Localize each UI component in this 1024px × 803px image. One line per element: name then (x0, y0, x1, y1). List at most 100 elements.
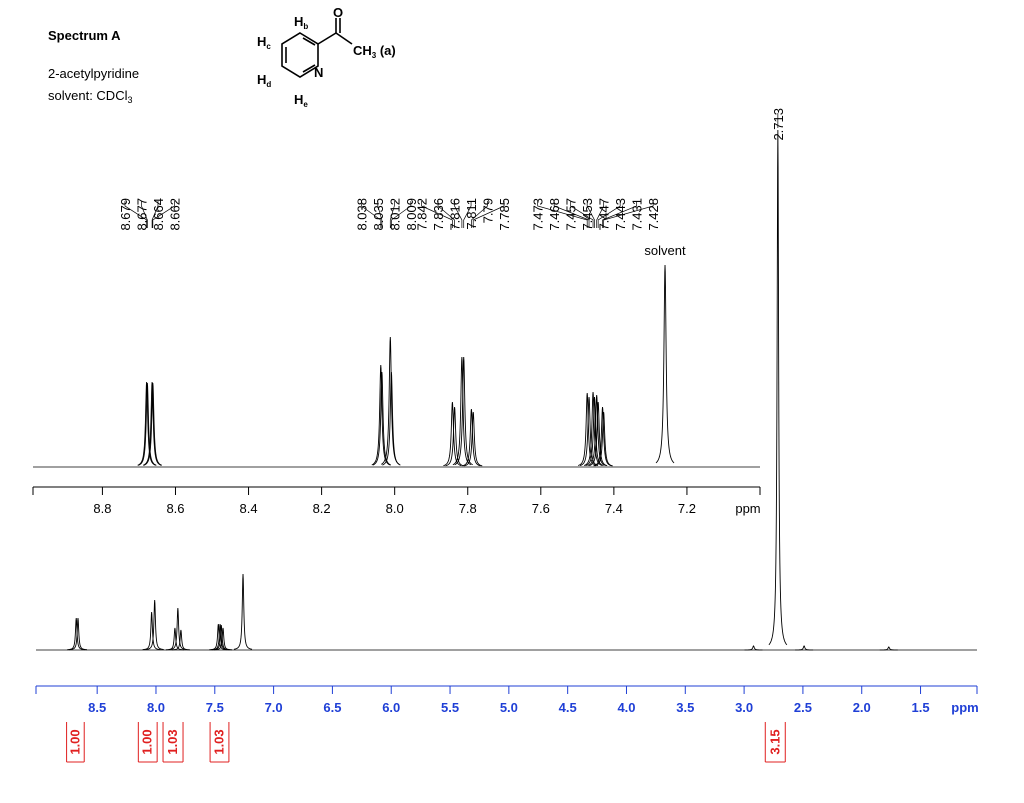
leader (597, 201, 621, 228)
integral-bracket (764, 722, 786, 763)
peak (795, 645, 814, 651)
peak (443, 401, 462, 467)
leader (151, 201, 159, 228)
peak-label: 8.664 (151, 198, 166, 231)
peak (464, 411, 483, 467)
x-tick-label: 7.5 (206, 700, 224, 715)
pyridine-ring (281, 32, 319, 78)
leader (141, 201, 148, 228)
peak (587, 394, 606, 466)
x-tick-label: 3.0 (735, 700, 753, 715)
x-tick-label: 5.5 (441, 700, 459, 715)
peak-label: 7.842 (415, 198, 430, 231)
leader (570, 201, 594, 228)
x-tick-label: 2.5 (794, 700, 812, 715)
bond (302, 37, 316, 46)
h-e: He (294, 92, 308, 109)
leader (421, 201, 453, 228)
peak-label: 7.79 (481, 198, 496, 223)
compound: 2-acetylpyridine (48, 66, 139, 81)
peak-label: 7.468 (547, 198, 562, 231)
leader (454, 201, 463, 228)
leader (152, 201, 175, 228)
peak (382, 371, 401, 466)
integral-bracket (137, 722, 158, 763)
x-tick-label: 8.2 (313, 501, 331, 516)
structure (281, 18, 353, 78)
peak-label: 8.679 (118, 198, 133, 231)
peak (171, 629, 190, 651)
peak-label: 7.457 (564, 198, 579, 231)
leader (586, 201, 595, 228)
peak (138, 382, 157, 466)
peak (168, 607, 187, 651)
peak (768, 129, 788, 646)
peak (744, 645, 763, 651)
peak (578, 392, 597, 466)
leader (471, 201, 488, 228)
peak (137, 381, 156, 466)
x-tick-label: 3.5 (676, 700, 694, 715)
leader (437, 201, 455, 228)
peak-label: 8.677 (134, 198, 149, 231)
peak-label: 7.836 (431, 198, 446, 231)
peak (585, 396, 604, 466)
x-tick-label: 8.4 (240, 501, 258, 516)
bond (302, 64, 316, 73)
peak (145, 599, 164, 650)
peak-label: 8.035 (371, 198, 386, 231)
peak-label: 7.816 (448, 198, 463, 231)
h-c: Hc (257, 34, 271, 51)
peak-label: 7.785 (497, 198, 512, 231)
annotation: solvent (644, 243, 686, 258)
integral-bracket (209, 722, 230, 763)
x-tick-label: 2.0 (853, 700, 871, 715)
leader (463, 201, 472, 228)
peak-label: 8.012 (387, 198, 402, 231)
x-tick-label: 4.5 (559, 700, 577, 715)
peak (445, 406, 464, 467)
leader (377, 201, 383, 228)
peak (594, 411, 613, 467)
peak-label: 7.811 (464, 198, 479, 230)
integral-label: 1.00 (140, 729, 155, 754)
x-tick-label: 7.0 (265, 700, 283, 715)
x-tick-label: 6.0 (382, 700, 400, 715)
peak-label: 2.713 (771, 108, 786, 141)
h-d: Hd (257, 72, 271, 89)
bond (335, 32, 353, 45)
peak-label: 8.038 (354, 198, 369, 231)
peak (452, 356, 472, 466)
peak (589, 401, 608, 467)
leader (553, 201, 590, 228)
leader (596, 201, 605, 228)
integral-bracket (162, 722, 184, 763)
integral-label: 1.03 (165, 729, 180, 754)
x-tick-label: 8.0 (386, 501, 404, 516)
x-tick-label: 7.2 (678, 501, 696, 516)
x-tick-label: 4.0 (617, 700, 635, 715)
x-axis-label: ppm (951, 700, 978, 715)
peak-label: 7.447 (597, 198, 612, 231)
peak-label: 8.662 (167, 198, 182, 231)
integral-label: 3.15 (767, 729, 782, 754)
x-tick-label: 7.4 (605, 501, 623, 516)
integral-label: 1.03 (211, 729, 226, 754)
x-tick-label: 1.5 (912, 700, 930, 715)
peak (143, 382, 162, 466)
x-tick-label: 8.0 (147, 700, 165, 715)
methyl: CH3 (a) (353, 43, 396, 60)
integral-label: 1.00 (67, 729, 82, 754)
x-tick-label: 6.5 (323, 700, 341, 715)
title: Spectrum A (48, 28, 121, 43)
peak (454, 356, 473, 466)
peak-label: 7.431 (630, 198, 645, 231)
peak-label: 7.453 (580, 198, 595, 231)
integral-bracket (66, 722, 85, 763)
leader (391, 201, 412, 228)
leader (360, 201, 382, 228)
peak (655, 264, 675, 464)
bond (317, 32, 337, 45)
peak (142, 381, 162, 466)
